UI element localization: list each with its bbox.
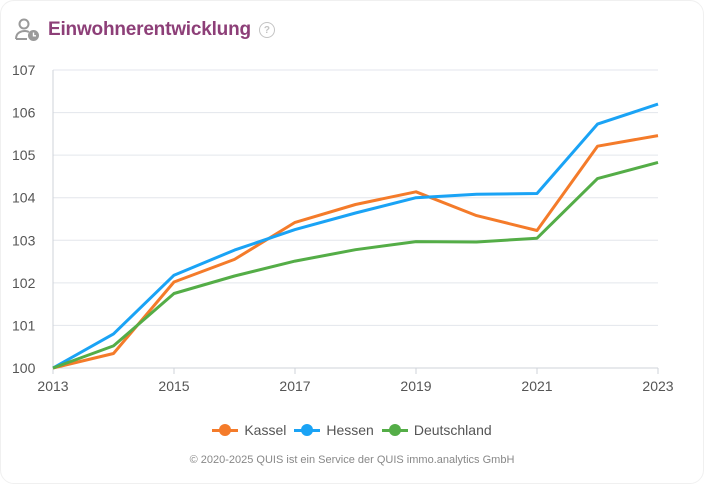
x-axis: 2013 2015 2017 2019 2021 2023 [37,70,674,394]
legend-marker-icon [212,424,239,436]
copyright-footer: © 2020-2025 QUIS ist ein Service der QUI… [189,454,515,466]
chart-legend: Kassel Hessen Deutschland [0,422,704,438]
series-line-deutschland [52,160,659,370]
series-line-hessen [52,102,659,370]
x-tick-label: 2013 [37,378,68,394]
y-tick-label: 101 [12,317,36,333]
legend-label: Deutschland [413,422,492,438]
y-tick-label: 102 [12,275,36,291]
chart-header: Einwohnerentwicklung ? [14,18,275,42]
legend-marker-icon [381,424,408,436]
y-tick-label: 106 [12,105,36,121]
gridlines [53,69,658,326]
y-tick-label: 103 [12,232,36,248]
person-clock-icon [15,18,39,41]
legend-label: Kassel [244,422,287,438]
x-tick-label: 2023 [642,378,673,394]
y-tick-label: 104 [12,190,36,206]
y-tick-label: 100 [12,360,36,376]
legend-item-deutschland[interactable]: Deutschland [381,422,492,438]
legend-label: Hessen [326,422,374,438]
question-circle-icon[interactable]: ? [258,22,275,38]
series-line-kassel [52,134,659,370]
y-tick-label: 105 [12,147,36,163]
x-tick-label: 2017 [279,378,310,394]
y-axis-ticks: 100 101 102 103 104 105 106 107 [12,62,36,376]
x-tick-label: 2019 [400,378,431,394]
x-tick-label: 2021 [521,378,552,394]
chart-title: Einwohnerentwicklung [48,19,251,40]
x-tick-label: 2015 [158,378,189,394]
legend-item-hessen[interactable]: Hessen [294,422,374,438]
series-lines [52,102,659,370]
legend-marker-icon [294,424,321,436]
y-tick-label: 107 [12,62,36,78]
legend-item-kassel[interactable]: Kassel [212,422,286,438]
